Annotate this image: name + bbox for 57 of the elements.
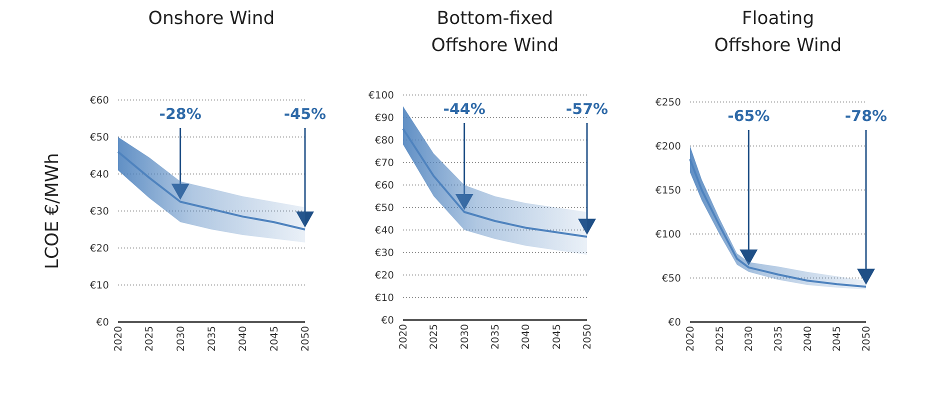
x-tick-label: 2025 xyxy=(714,326,726,352)
y-tick-label: €60 xyxy=(90,96,109,106)
line-series xyxy=(117,150,306,230)
y-tick-label: €60 xyxy=(374,180,394,192)
y-tick-label: €80 xyxy=(374,136,394,146)
x-tick-label: 2040 xyxy=(521,324,532,350)
y-tick-label: €10 xyxy=(90,280,109,292)
x-tick-label: 2050 xyxy=(582,324,594,350)
x-tick-label: 2025 xyxy=(144,326,156,352)
annotation: -44% xyxy=(443,100,486,118)
chart-title: Floating Offshore Wind xyxy=(714,8,842,56)
y-tick-label: €200 xyxy=(656,142,681,152)
y-tick-label: €30 xyxy=(90,206,109,218)
y-tick-label: €50 xyxy=(662,274,681,284)
x-tick-label: 2045 xyxy=(832,326,844,352)
x-tick-label: 2045 xyxy=(552,324,563,350)
y-tick-label: €20 xyxy=(374,270,394,282)
line-series xyxy=(402,128,588,238)
x-tick-label: 2035 xyxy=(490,324,502,350)
x-tick-label: 2040 xyxy=(238,326,250,352)
y-tick-label: €90 xyxy=(374,113,394,124)
y-tick-label: €40 xyxy=(90,170,109,180)
x-tick-label: 2045 xyxy=(269,326,280,352)
y-tick-label: €40 xyxy=(374,226,394,236)
x-tick-label: 2020 xyxy=(686,326,696,352)
x-tick-label: 2030 xyxy=(744,326,756,352)
y-tick-label: €30 xyxy=(374,248,394,259)
y-tick-label: €0 xyxy=(381,316,394,326)
y-tick-label: €100 xyxy=(656,230,681,240)
annotation: -45% xyxy=(284,105,326,123)
x-tick-label: 2050 xyxy=(300,326,312,352)
x-tick-label: 2030 xyxy=(460,324,471,350)
annotation: -57% xyxy=(566,100,608,118)
y-tick-label: €70 xyxy=(374,158,394,169)
y-tick-label: €10 xyxy=(374,293,394,304)
annotation: -78% xyxy=(844,107,888,125)
y-tick-label: €20 xyxy=(90,244,109,254)
y-tick-label: €0 xyxy=(668,318,681,328)
x-tick-label: 2050 xyxy=(862,326,872,352)
y-axis-title: LCOE €/MWh xyxy=(42,152,63,270)
x-tick-label: 2035 xyxy=(207,326,218,352)
x-tick-label: 2035 xyxy=(774,326,784,352)
x-tick-label: 2040 xyxy=(802,326,814,352)
y-tick-label: €150 xyxy=(656,186,681,196)
chart-title: Bottom-fixed Offshore Wind xyxy=(431,8,559,56)
x-tick-label: 2020 xyxy=(398,324,410,350)
y-tick-label: €50 xyxy=(90,132,109,144)
x-tick-label: 2025 xyxy=(429,324,440,350)
y-tick-label: €250 xyxy=(656,98,681,108)
y-tick-label: €100 xyxy=(368,90,394,102)
y-tick-label: €0 xyxy=(96,318,109,328)
annotation: -28% xyxy=(159,105,202,123)
y-tick-label: €50 xyxy=(374,203,394,214)
x-tick-label: 2030 xyxy=(176,326,187,352)
chart-title: Onshore Wind xyxy=(148,8,275,29)
annotation: -65% xyxy=(728,107,770,125)
x-tick-label: 2020 xyxy=(114,326,124,352)
